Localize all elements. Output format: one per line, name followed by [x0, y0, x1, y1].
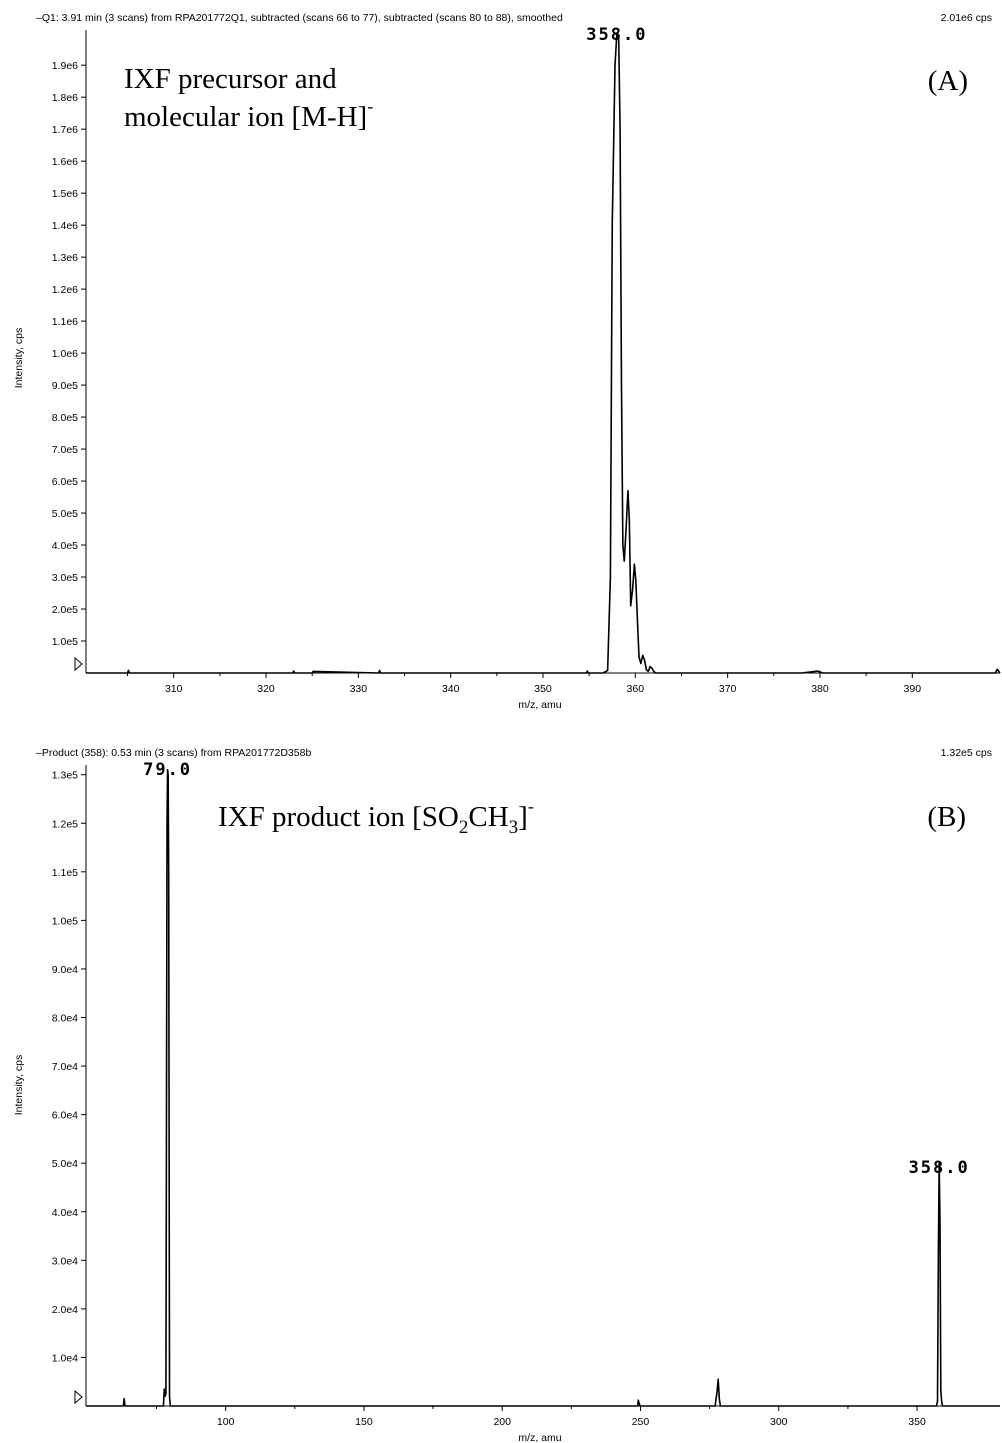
- x-tick-label: 100: [217, 1416, 235, 1428]
- y-tick-label: 1.2e6: [52, 284, 78, 296]
- y-tick-label: 4.0e4: [52, 1207, 78, 1219]
- panel-a-header-left: –Q1: 3.91 min (3 scans) from RPA201772Q1…: [36, 12, 563, 24]
- x-tick-label: 320: [257, 683, 275, 695]
- y-tick-label: 7.0e4: [52, 1061, 78, 1073]
- y-tick-label: 1.6e6: [52, 156, 78, 168]
- y-tick-label: 1.0e5: [52, 915, 78, 927]
- y-tick-label: 1.9e6: [52, 60, 78, 72]
- y-tick-label: 6.0e4: [52, 1110, 78, 1122]
- x-tick-label: 350: [908, 1416, 926, 1428]
- panel-b-y-ticks: 1.0e4 2.0e4 3.0e4 4.0e4 5.0e4 6.0e4 7.0e4 8.0e4…: [52, 770, 86, 1364]
- y-tick-label: 5.0e4: [52, 1158, 78, 1170]
- x-tick-label: 150: [355, 1416, 373, 1428]
- y-tick-label: 1.8e6: [52, 92, 78, 104]
- y-tick-label: 1.0e6: [52, 348, 78, 360]
- y-tick-label: 1.4e6: [52, 220, 78, 232]
- panel-a-spectrum-trace: [86, 32, 1001, 674]
- panel-a-peak-labels: 358.0: [586, 25, 647, 45]
- y-tick-label: 1.2e5: [52, 818, 78, 830]
- y-tick-label: 3.0e4: [52, 1255, 78, 1267]
- x-tick-label: 330: [350, 683, 368, 695]
- x-tick-label: 390: [904, 683, 922, 695]
- y-tick-label: 7.0e5: [52, 444, 78, 456]
- y-tick-label: 6.0e5: [52, 476, 78, 488]
- x-tick-label: 340: [442, 683, 460, 695]
- y-tick-label: 9.0e4: [52, 964, 78, 976]
- x-tick-label: 200: [493, 1416, 511, 1428]
- x-tick-label: 310: [165, 683, 183, 695]
- panel-a-x-axis-label: m/z, amu: [518, 699, 561, 711]
- y-tick-label: 9.0e5: [52, 380, 78, 392]
- y-tick-label: 1.0e4: [52, 1352, 78, 1364]
- x-tick-label: 370: [719, 683, 737, 695]
- panel-b-x-axis-label: m/z, amu: [518, 1432, 561, 1443]
- y-tick-label: 1.1e5: [52, 867, 78, 879]
- panel-b-peak-labels: 79.0 358.0: [143, 760, 970, 1178]
- panel-a-x-ticks: 310 320 330 340 350 360 370 380 390: [127, 673, 922, 695]
- panel-a-header-right: 2.01e6 cps: [941, 12, 992, 24]
- x-tick-label: 250: [632, 1416, 650, 1428]
- y-tick-label: 1.1e6: [52, 316, 78, 328]
- x-tick-label: 360: [627, 683, 645, 695]
- panel-b: –Product (358): 0.53 min (3 scans) from …: [13, 747, 1000, 1443]
- y-tick-label: 8.0e4: [52, 1013, 78, 1025]
- y-tick-label: 1.0e5: [52, 636, 78, 648]
- panel-a-annotation-line2: molecular ion [M-H]-: [124, 96, 373, 133]
- panel-b-y-axis-label: Intensity, cps: [13, 1055, 25, 1116]
- panel-b-annotation: IXF product ion [SO2CH3]-: [218, 796, 534, 838]
- y-tick-label: 1.5e6: [52, 188, 78, 200]
- y-tick-label: 8.0e5: [52, 412, 78, 424]
- y-tick-label: 1.7e6: [52, 124, 78, 136]
- y-tick-label: 1.3e6: [52, 252, 78, 264]
- panel-b-header-right: 1.32e5 cps: [941, 747, 992, 759]
- panel-b-baseline-marker: [74, 1389, 83, 1405]
- panel-b-label: (B): [927, 801, 966, 833]
- panel-b-spectrum-trace: [86, 769, 1000, 1407]
- panel-b-x-ticks: 100 150 200 250 300 350: [156, 1406, 926, 1428]
- panel-a-label: (A): [928, 65, 968, 97]
- panel-b-header-left: –Product (358): 0.53 min (3 scans) from …: [36, 747, 311, 759]
- y-tick-label: 1.3e5: [52, 770, 78, 782]
- panel-a-y-axis-label: Intensity, cps: [13, 328, 25, 389]
- x-tick-label: 350: [534, 683, 552, 695]
- peak-label: 358.0: [909, 1158, 970, 1178]
- peak-label: 79.0: [143, 760, 192, 780]
- x-tick-label: 380: [811, 683, 829, 695]
- y-tick-label: 3.0e5: [52, 572, 78, 584]
- panel-a-baseline-marker: [74, 656, 83, 672]
- y-tick-label: 5.0e5: [52, 508, 78, 520]
- y-tick-label: 2.0e4: [52, 1304, 78, 1316]
- panel-a-y-ticks: 1.0e5 2.0e5 3.0e5 4.0e5 5.0e5 6.0e5 7.0e5 8.0e5…: [52, 60, 86, 648]
- panel-a-annotation-line1: IXF precursor and: [124, 63, 337, 95]
- panel-a: –Q1: 3.91 min (3 scans) from RPA201772Q1…: [13, 12, 1001, 711]
- y-tick-label: 2.0e5: [52, 604, 78, 616]
- y-tick-label: 4.0e5: [52, 540, 78, 552]
- peak-label: 358.0: [586, 25, 647, 45]
- x-tick-label: 300: [770, 1416, 788, 1428]
